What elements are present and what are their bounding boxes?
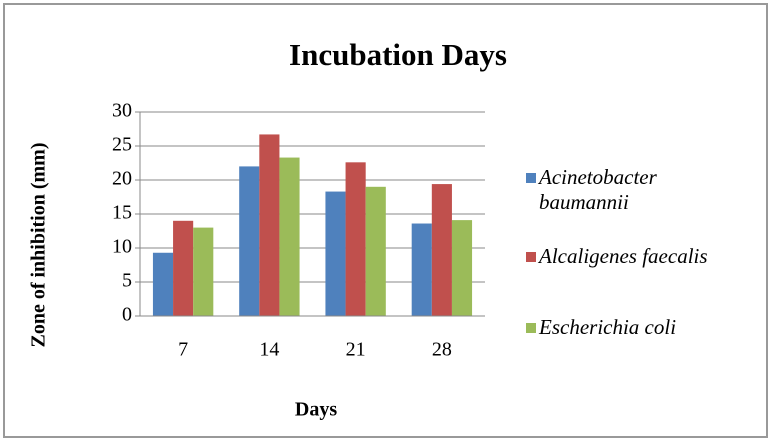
- y-tick-label: 5: [122, 270, 132, 292]
- y-tick-label: 20: [112, 168, 132, 190]
- legend-swatch: [526, 173, 536, 183]
- bar: [345, 162, 366, 316]
- bar: [259, 134, 280, 316]
- legend-item: Escherichia coli: [526, 315, 756, 340]
- legend-item: Acinetobacter baumannii: [526, 165, 756, 215]
- bar: [411, 223, 432, 316]
- x-tick-label: 21: [346, 339, 366, 361]
- bar: [325, 191, 346, 316]
- bar: [152, 252, 174, 316]
- x-tick-label: 28: [432, 339, 452, 361]
- legend-label: Acinetobacter baumannii: [539, 165, 657, 214]
- bar: [451, 220, 473, 316]
- bar: [365, 186, 386, 316]
- y-tick-label: 10: [112, 236, 132, 258]
- legend-label: Alcaligenes faecalis: [539, 244, 708, 268]
- x-tick-label: 14: [259, 339, 279, 361]
- bar: [173, 220, 194, 316]
- y-tick-label: 30: [112, 100, 132, 122]
- x-tick-label: 7: [178, 339, 188, 361]
- legend-swatch: [526, 323, 536, 333]
- x-axis-label: Days: [295, 399, 337, 421]
- chart-title: Incubation Days: [289, 37, 507, 72]
- bar: [239, 166, 260, 316]
- legend-label: Escherichia coli: [539, 315, 677, 339]
- bar: [279, 157, 300, 316]
- legend-swatch: [526, 252, 536, 262]
- bar: [431, 184, 452, 316]
- y-axis-label: Zone of inhibition (mm): [28, 142, 50, 347]
- y-tick-label: 0: [122, 304, 132, 326]
- bar: [193, 227, 214, 316]
- legend-item: Alcaligenes faecalis: [526, 244, 756, 269]
- chart-frame: [3, 3, 768, 438]
- y-tick-label: 15: [112, 202, 132, 224]
- y-tick-label: 25: [112, 134, 132, 156]
